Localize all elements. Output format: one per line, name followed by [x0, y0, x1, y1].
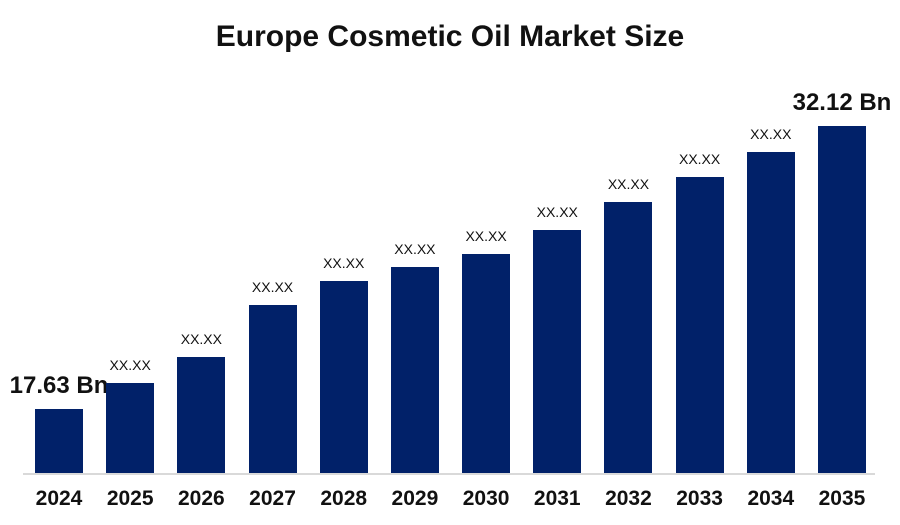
x-axis-tick-2033: 2033	[676, 487, 723, 510]
x-axis-tick-2031: 2031	[533, 487, 581, 510]
bar-2027	[248, 305, 297, 473]
bar-value-label-2030: XX.XX	[465, 228, 507, 244]
x-axis-tick-2029: 2029	[391, 487, 439, 510]
bar-value-label-2035: 32.12 Bn	[792, 89, 892, 116]
x-axis-tick-2032: 2032	[605, 487, 652, 510]
x-axis-tick-2034: 2034	[747, 487, 795, 510]
bar-2029	[390, 267, 439, 473]
bar-2031	[533, 230, 582, 473]
bar-2026	[177, 357, 226, 473]
bar-value-label-2024: 17.63 Bn	[9, 372, 109, 399]
bar-2032	[604, 202, 653, 473]
x-axis-tick-2024: 2024	[35, 487, 83, 510]
bar-2025	[106, 383, 155, 473]
bar-2028	[319, 281, 368, 473]
bar-2034	[746, 152, 795, 473]
bar-value-label-2025: XX.XX	[109, 357, 151, 373]
bar-2033	[675, 177, 724, 473]
x-axis-tick-2025: 2025	[106, 487, 154, 510]
x-axis-tick-2035: 2035	[818, 487, 866, 510]
bar-value-label-2026: XX.XX	[180, 331, 222, 347]
x-axis-tick-2026: 2026	[178, 487, 225, 510]
bar-value-label-2027: XX.XX	[251, 279, 294, 295]
bar-value-label-2034: XX.XX	[750, 126, 792, 142]
bar-2035	[817, 126, 866, 473]
x-axis-tick-2028: 2028	[320, 487, 368, 510]
bar-value-label-2031: XX.XX	[536, 204, 578, 220]
bar-value-label-2033: XX.XX	[678, 151, 721, 167]
x-axis-tick-2027: 2027	[249, 487, 296, 510]
bar-2030	[462, 254, 511, 473]
x-axis-tick-2030: 2030	[462, 487, 510, 510]
x-axis-line	[23, 473, 875, 475]
bar-value-label-2032: XX.XX	[607, 176, 650, 192]
bar-2024	[35, 409, 83, 473]
bar-value-label-2029: XX.XX	[394, 241, 436, 257]
bar-value-label-2028: XX.XX	[323, 255, 365, 271]
chart-title: Europe Cosmetic Oil Market Size	[215, 20, 685, 53]
